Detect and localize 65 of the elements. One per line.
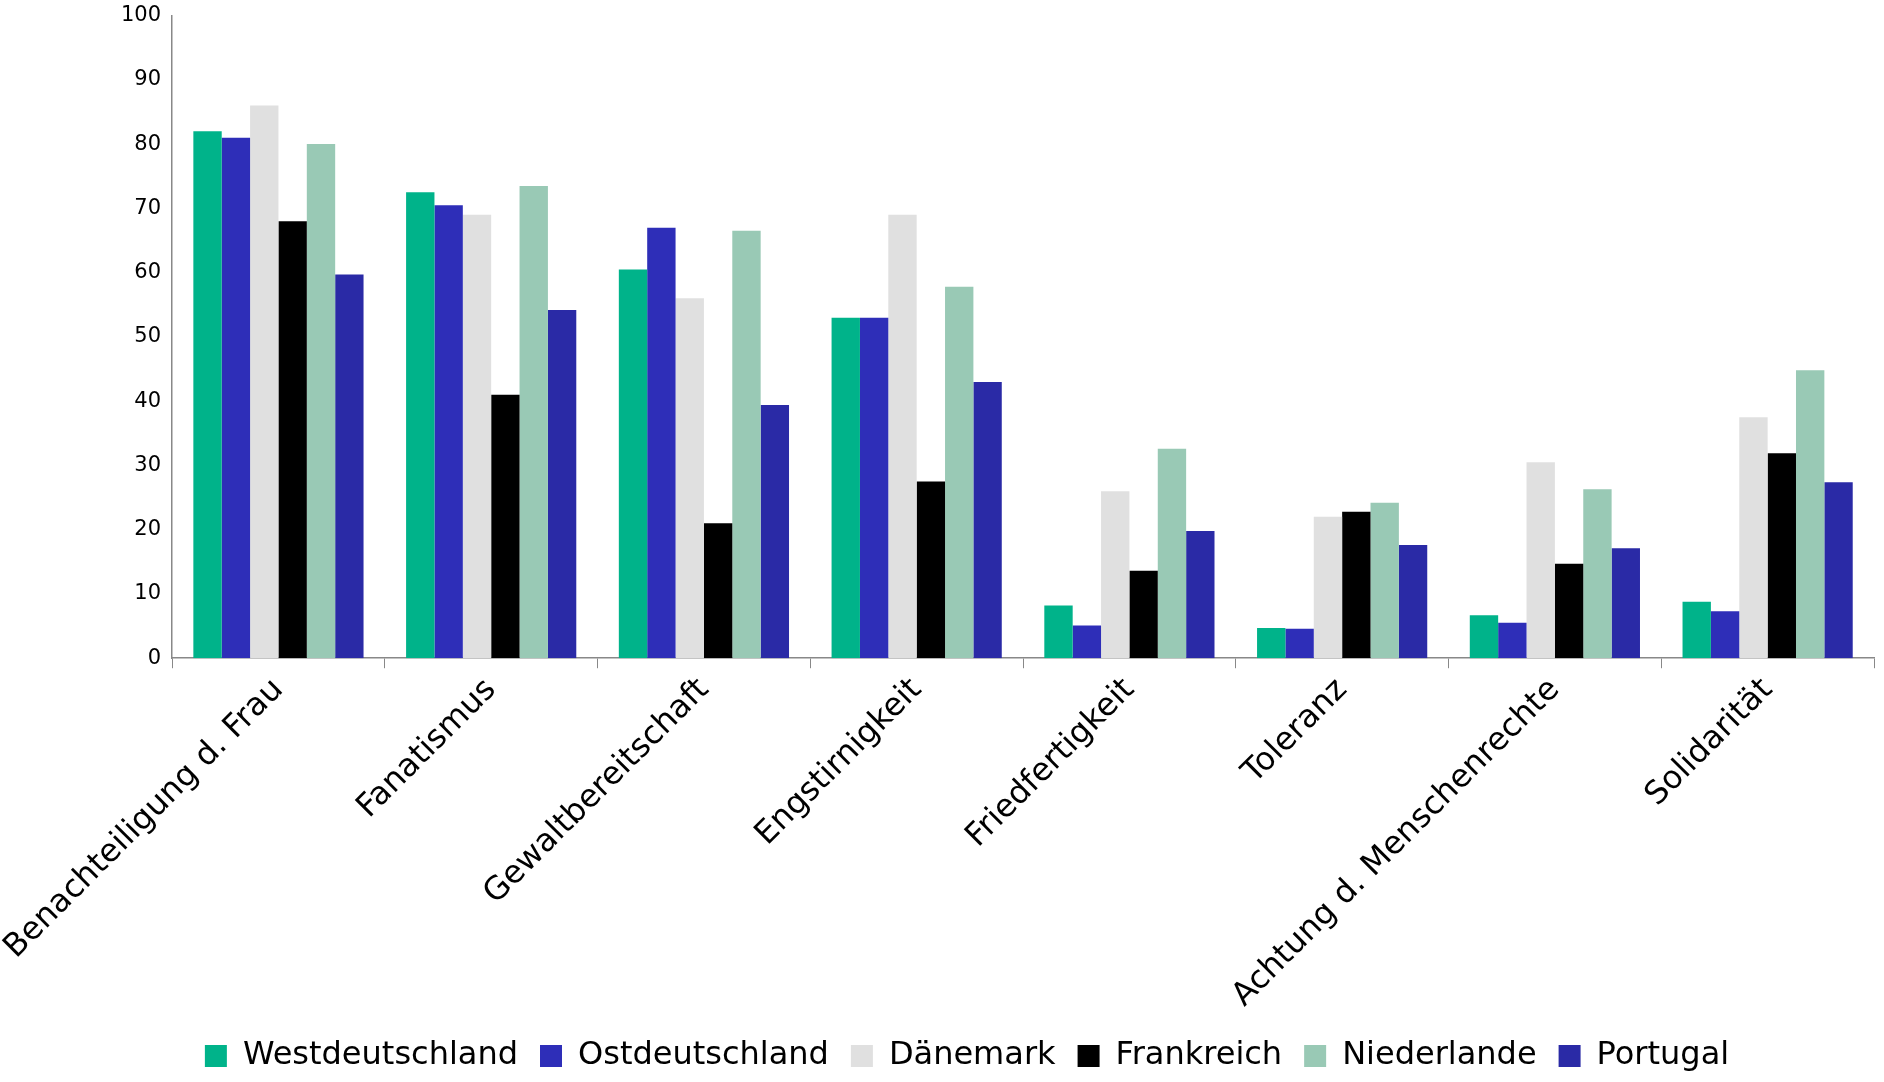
bar <box>1285 628 1314 659</box>
bar <box>1796 370 1825 659</box>
bar <box>250 105 279 659</box>
bar <box>1554 563 1584 659</box>
bar <box>888 214 917 659</box>
bar <box>1583 489 1612 659</box>
bar <box>1313 516 1343 659</box>
bar <box>1710 611 1740 659</box>
bar <box>1072 625 1102 659</box>
bar <box>1469 615 1499 659</box>
y-tick-label: 90 <box>134 66 162 91</box>
bar <box>647 227 676 659</box>
bar <box>1186 530 1215 659</box>
bar <box>306 144 336 659</box>
bar <box>491 394 520 659</box>
y-tick-label: 10 <box>134 580 162 605</box>
bar <box>406 192 435 659</box>
y-tick-label: 40 <box>134 387 162 412</box>
bar <box>1157 448 1187 659</box>
y-tick-label: 80 <box>134 130 162 155</box>
bar <box>973 381 1002 659</box>
bar <box>1767 453 1796 659</box>
y-tick-label: 50 <box>134 323 162 348</box>
bar <box>193 131 222 659</box>
legend-label: Niederlande <box>1342 1034 1537 1073</box>
legend-label: Ostdeutschland <box>578 1034 829 1073</box>
bar <box>1044 605 1073 659</box>
y-tick-label: 70 <box>134 194 162 219</box>
bar <box>1824 482 1853 659</box>
bar <box>1498 622 1527 659</box>
bar <box>1257 628 1286 659</box>
y-tick-label: 100 <box>120 2 162 27</box>
bar <box>1129 570 1158 659</box>
bar <box>462 214 492 659</box>
y-tick-label: 20 <box>134 516 162 541</box>
y-tick-label: 60 <box>134 259 162 284</box>
bar <box>221 137 251 659</box>
bar <box>335 274 364 659</box>
bar <box>1739 417 1768 659</box>
bar <box>916 481 946 659</box>
bar <box>859 317 889 659</box>
bar <box>278 221 307 659</box>
bar <box>945 286 974 659</box>
legend-label: Portugal <box>1596 1034 1730 1073</box>
bar <box>1526 462 1555 659</box>
legend-label: Westdeutschland <box>242 1034 519 1073</box>
bar <box>1682 601 1711 659</box>
legend-label: Dänemark <box>888 1034 1057 1073</box>
bar <box>434 205 463 659</box>
bar <box>831 317 860 659</box>
bar <box>1101 491 1130 659</box>
bar <box>1611 548 1640 659</box>
legend-label: Frankreich <box>1115 1034 1283 1073</box>
bar <box>519 185 548 659</box>
bar <box>675 298 704 659</box>
bar <box>1370 502 1399 659</box>
bar <box>703 523 733 659</box>
bar <box>760 405 790 659</box>
bar <box>618 269 648 659</box>
y-tick-label: 0 <box>147 644 162 669</box>
bar <box>732 230 761 659</box>
bar <box>547 309 577 659</box>
bar <box>1398 545 1428 659</box>
y-tick-label: 30 <box>134 451 162 476</box>
bar <box>1342 511 1371 659</box>
